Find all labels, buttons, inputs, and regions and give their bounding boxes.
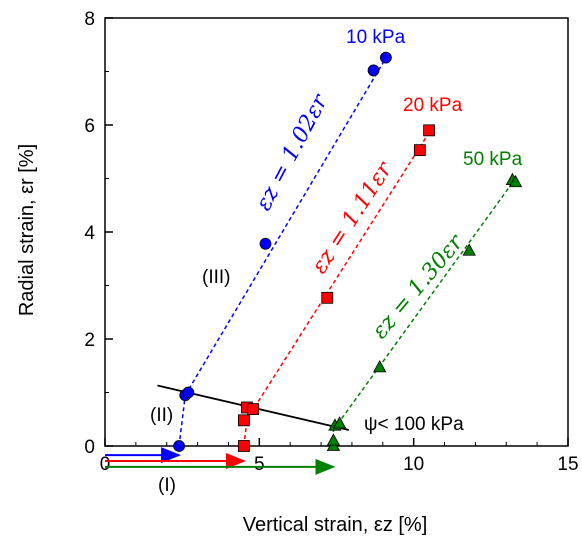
y-tick-label: 2	[84, 330, 95, 351]
fit-line	[332, 178, 517, 431]
fit-label-20kpa: εz = 1.11εr	[307, 157, 398, 278]
data-point	[462, 243, 476, 256]
arrows	[105, 447, 336, 475]
y-tick-label: 0	[84, 437, 95, 458]
series-label-50kpa: 50 kPa	[463, 149, 523, 170]
series-label-20kpa: 20 kPa	[403, 95, 463, 116]
y-tick-label: 8	[84, 9, 95, 30]
yield-line-label: ψ< 100 kPa	[364, 414, 464, 435]
region-label-II: (II)	[150, 405, 173, 426]
region-label-I: (I)	[158, 475, 176, 496]
data-point	[326, 433, 341, 446]
data-point	[413, 144, 426, 157]
x-tick-label: 5	[254, 454, 265, 475]
y-tick-label: 6	[84, 116, 95, 137]
data-point	[332, 416, 347, 429]
data-point	[423, 124, 436, 137]
series-label-10kpa: 10 kPa	[346, 27, 406, 48]
data-points	[173, 51, 523, 452]
data-point	[182, 386, 195, 399]
y-axis-title: Radial strain, εr [%]	[16, 144, 38, 316]
data-point	[259, 237, 272, 250]
data-point	[237, 414, 250, 427]
x-tick-label: 0	[100, 454, 111, 475]
region-label-III: (III)	[202, 267, 231, 288]
annotations: (III) (II) (I) 10 kPa 20 kPa 50 kPa ψ< 1…	[16, 27, 523, 536]
x-tick-label: 10	[403, 454, 424, 475]
data-point	[379, 51, 392, 64]
x-tick-label: 15	[557, 454, 578, 475]
data-point	[321, 291, 334, 304]
fit-label-10kpa: εz = 1.02εr	[251, 90, 333, 215]
x-axis-title: Vertical strain, εz [%]	[243, 514, 428, 536]
fit-line	[184, 52, 390, 396]
fit-label-50kpa: εz = 1.30εr	[367, 229, 469, 344]
data-point	[237, 440, 250, 452]
data-point	[508, 174, 523, 188]
initial-segment	[178, 395, 186, 447]
data-point	[373, 360, 387, 373]
fit-line	[246, 127, 433, 420]
data-point	[367, 64, 380, 77]
data-point	[173, 440, 185, 452]
y-tick-label: 4	[84, 223, 95, 244]
data-point	[247, 403, 260, 415]
